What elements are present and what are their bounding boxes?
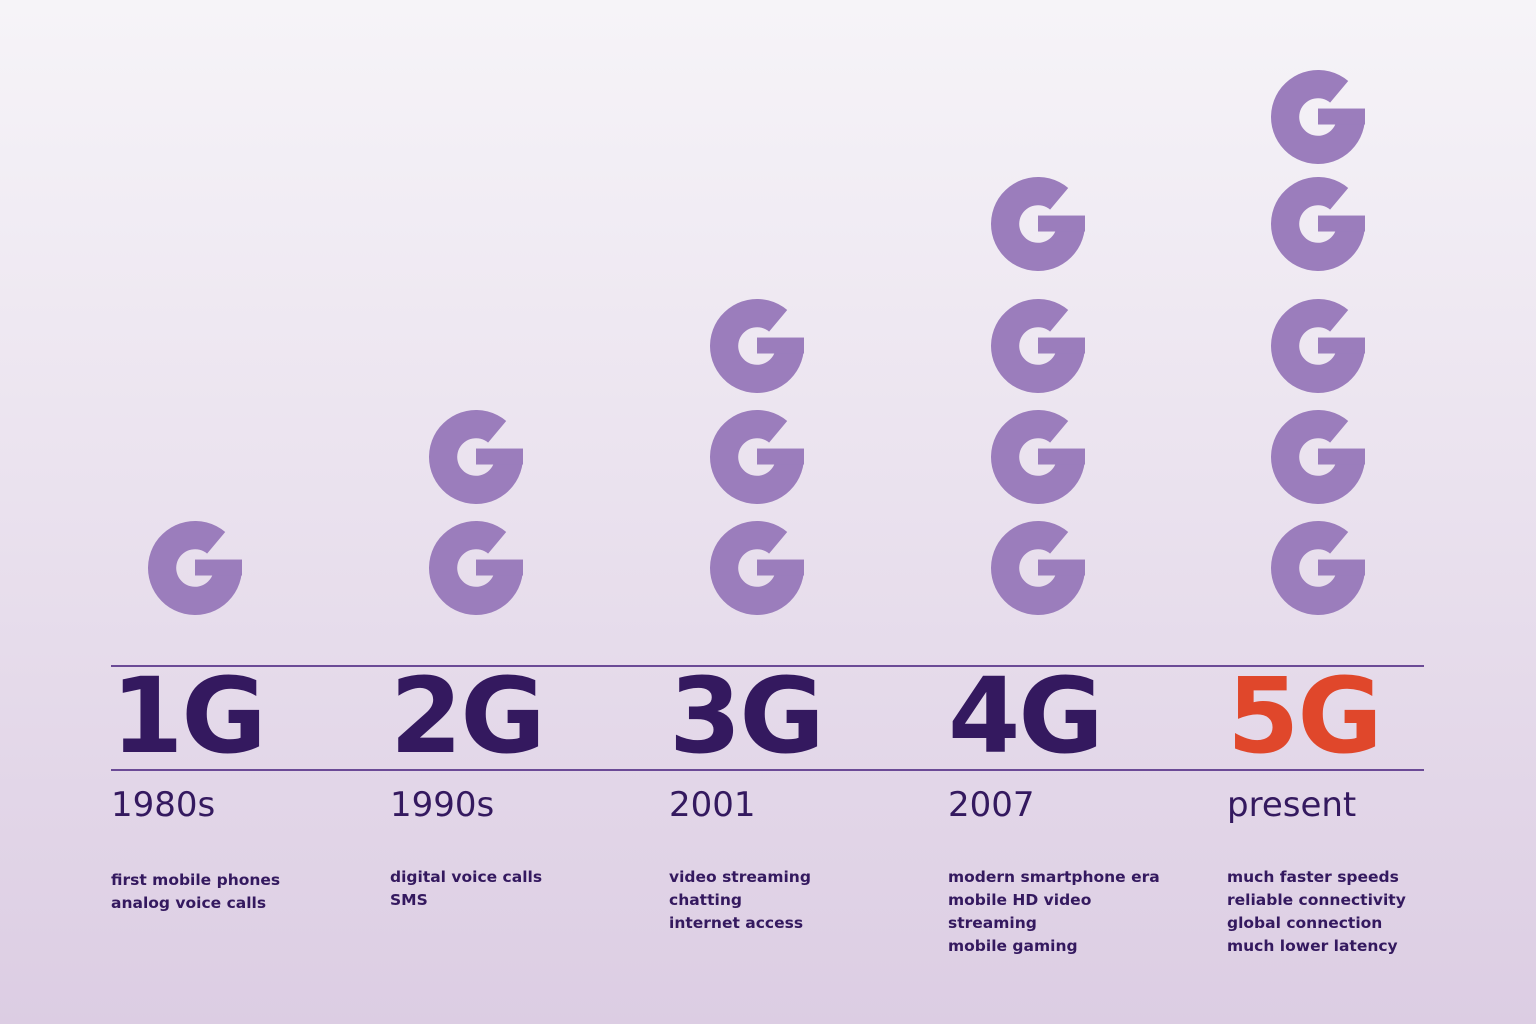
feature-item: mobile gaming — [948, 937, 1078, 955]
top-divider — [111, 665, 1424, 667]
feature-item: modern smartphone era — [948, 868, 1160, 886]
era-label: 2007 — [948, 785, 1035, 825]
feature-list: first mobile phones analog voice calls — [111, 869, 280, 915]
letter-g-icon — [429, 521, 523, 615]
generation-label: 1G — [111, 655, 267, 777]
generation-label: 4G — [948, 655, 1104, 777]
feature-item: global connection — [1227, 914, 1383, 932]
letter-g-icon — [991, 299, 1085, 393]
letter-g-icon — [710, 299, 804, 393]
era-label: 1990s — [390, 785, 495, 825]
letter-g-icon — [991, 410, 1085, 504]
feature-item: mobile HD video — [948, 891, 1092, 909]
letter-g-icon — [1271, 299, 1365, 393]
feature-item: SMS — [390, 891, 428, 909]
letter-g-icon — [1271, 70, 1365, 164]
feature-item: video streaming — [669, 868, 811, 886]
feature-list: video streaming chatting internet access — [669, 866, 811, 935]
generation-label: 2G — [390, 655, 546, 777]
feature-item: internet access — [669, 914, 804, 932]
feature-list: much faster speeds reliable connectivity g… — [1227, 866, 1406, 958]
letter-g-icon — [991, 177, 1085, 271]
letter-g-icon — [710, 410, 804, 504]
letter-g-icon — [1271, 521, 1365, 615]
era-label: 1980s — [111, 785, 216, 825]
letter-g-icon — [991, 521, 1085, 615]
feature-item: analog voice calls — [111, 894, 267, 912]
feature-item: much lower latency — [1227, 937, 1398, 955]
letter-g-icon — [429, 410, 523, 504]
feature-list: digital voice calls SMS — [390, 866, 542, 912]
feature-list: modern smartphone era mobile HD video stre… — [948, 866, 1160, 958]
letter-g-icon — [710, 521, 804, 615]
generation-label: 5G — [1227, 655, 1383, 777]
generation-column-2g: 2G 1990s digital voice calls SMS — [390, 0, 650, 1024]
feature-item: digital voice calls — [390, 868, 543, 886]
letter-g-icon — [1271, 177, 1365, 271]
feature-item: streaming — [948, 914, 1037, 932]
generation-column-4g: 4G 2007 modern smartphone era mobile HD vid… — [948, 0, 1208, 1024]
era-label: 2001 — [669, 785, 756, 825]
feature-item: chatting — [669, 891, 742, 909]
feature-item: much faster speeds — [1227, 868, 1399, 886]
generation-column-5g: 5G present much faster speeds reliable conn… — [1227, 0, 1487, 1024]
era-label: present — [1227, 785, 1357, 825]
generation-column-1g: 1G 1980s first mobile phones analog voice c… — [111, 0, 371, 1024]
bottom-divider — [111, 769, 1424, 771]
letter-g-icon — [148, 521, 242, 615]
letter-g-icon — [1271, 410, 1365, 504]
feature-item: reliable connectivity — [1227, 891, 1406, 909]
generation-label: 3G — [669, 655, 825, 777]
generation-column-3g: 3G 2001 video streaming chatting internet ac… — [669, 0, 929, 1024]
feature-item: first mobile phones — [111, 871, 281, 889]
